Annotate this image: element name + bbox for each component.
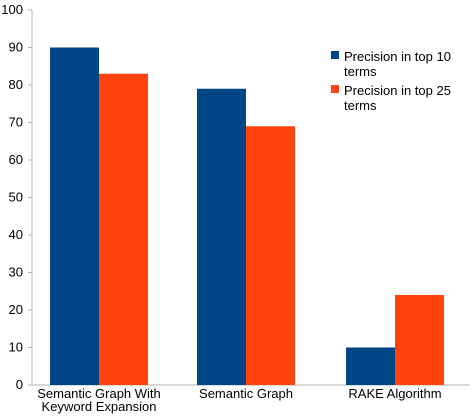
legend-label-2: Precision in top 25 [344,83,451,98]
legend-label-1: Precision in top 10 [344,49,451,64]
y-tick-label: 30 [9,265,23,280]
y-tick-label: 70 [9,115,23,130]
x-category-label: RAKE Algorithm [348,386,441,401]
bar-series-1-cat-3 [346,347,395,385]
legend-label-1: terms [344,64,377,79]
y-tick-label: 80 [9,77,23,92]
legend-swatch-1 [331,51,339,59]
x-category-label: Keyword Expansion [42,399,157,414]
bar-series-1-cat-1 [50,47,99,385]
y-tick-label: 20 [9,302,23,317]
y-tick-label: 40 [9,227,23,242]
bar-series-2-cat-3 [395,295,444,385]
x-category-label: Semantic Graph With [37,386,161,401]
y-tick-label: 100 [1,2,23,17]
bar-series-2-cat-2 [246,126,295,385]
legend-label-2: terms [344,98,377,113]
y-tick-label: 0 [16,377,23,392]
bars [50,47,444,385]
x-category-label: Semantic Graph [199,386,293,401]
y-tick-label: 50 [9,190,23,205]
bar-series-1-cat-2 [197,88,246,385]
y-tick-labels: 0 10 20 30 40 50 60 70 80 90 100 [1,2,23,392]
bar-series-2-cat-1 [99,73,148,385]
y-tick-label: 90 [9,40,23,55]
y-tick-label: 60 [9,152,23,167]
legend-swatch-2 [331,85,339,93]
y-tick-label: 10 [9,340,23,355]
